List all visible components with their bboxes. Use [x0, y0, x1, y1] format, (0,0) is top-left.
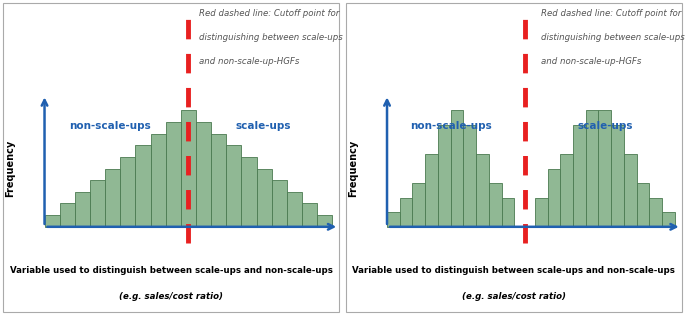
Bar: [624, 154, 636, 227]
Bar: [317, 215, 332, 227]
Bar: [60, 203, 75, 227]
Bar: [211, 134, 226, 227]
Bar: [121, 157, 136, 227]
Bar: [302, 203, 317, 227]
Bar: [151, 134, 166, 227]
Text: Red dashed line: Cutoff point for: Red dashed line: Cutoff point for: [199, 9, 339, 19]
Text: (e.g. sales/cost ratio): (e.g. sales/cost ratio): [119, 292, 223, 301]
Bar: [412, 183, 425, 227]
Bar: [226, 145, 241, 227]
Bar: [573, 125, 586, 227]
Bar: [272, 180, 287, 227]
Bar: [535, 198, 547, 227]
Bar: [181, 110, 196, 227]
Bar: [166, 122, 181, 227]
Bar: [75, 192, 90, 227]
Bar: [45, 215, 60, 227]
Bar: [636, 183, 649, 227]
Bar: [489, 183, 501, 227]
Bar: [662, 212, 675, 227]
Text: (e.g. sales/cost ratio): (e.g. sales/cost ratio): [462, 292, 566, 301]
Text: non-scale-ups: non-scale-ups: [410, 121, 492, 131]
Text: Red dashed line: Cutoff point for: Red dashed line: Cutoff point for: [541, 9, 682, 19]
Bar: [611, 125, 624, 227]
Text: Variable used to distinguish between scale-ups and non-scale-ups: Variable used to distinguish between sca…: [10, 266, 333, 275]
Bar: [501, 198, 514, 227]
Text: and non-scale-up-HGFs: and non-scale-up-HGFs: [199, 57, 299, 66]
Text: and non-scale-up-HGFs: and non-scale-up-HGFs: [541, 57, 642, 66]
Text: non-scale-ups: non-scale-ups: [68, 121, 151, 131]
Text: distinguishing between scale-ups: distinguishing between scale-ups: [199, 33, 342, 42]
Bar: [387, 212, 400, 227]
Bar: [649, 198, 662, 227]
Bar: [105, 169, 121, 227]
Text: distinguishing between scale-ups: distinguishing between scale-ups: [541, 33, 685, 42]
Bar: [476, 154, 489, 227]
Text: scale-ups: scale-ups: [577, 121, 632, 131]
Bar: [241, 157, 256, 227]
Bar: [560, 154, 573, 227]
Text: Variable used to distinguish between scale-ups and non-scale-ups: Variable used to distinguish between sca…: [352, 266, 675, 275]
Bar: [256, 169, 272, 227]
Bar: [599, 110, 611, 227]
Text: Frequency: Frequency: [5, 140, 15, 197]
Bar: [425, 154, 438, 227]
Text: Frequency: Frequency: [348, 140, 358, 197]
Bar: [400, 198, 412, 227]
Bar: [136, 145, 151, 227]
Bar: [438, 125, 451, 227]
Bar: [463, 125, 476, 227]
Bar: [451, 110, 463, 227]
Bar: [287, 192, 302, 227]
Bar: [196, 122, 211, 227]
Bar: [547, 169, 560, 227]
Text: scale-ups: scale-ups: [236, 121, 292, 131]
Bar: [90, 180, 105, 227]
Bar: [586, 110, 599, 227]
